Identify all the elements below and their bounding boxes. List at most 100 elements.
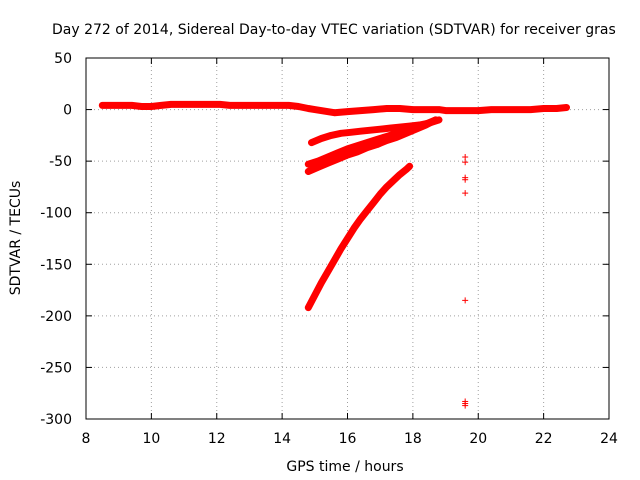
series-isolated-points	[462, 154, 469, 409]
data-point	[318, 279, 325, 286]
data-point	[553, 105, 560, 112]
x-tick-label: 16	[339, 431, 357, 447]
data-point	[236, 102, 243, 109]
data-point	[488, 106, 495, 113]
data-point	[396, 171, 403, 178]
x-tick-label: 8	[82, 431, 91, 447]
data-point	[540, 105, 547, 112]
data-point	[370, 106, 377, 113]
y-tick-label: -100	[40, 206, 72, 222]
grid	[86, 58, 609, 419]
data-point	[462, 176, 469, 183]
data-point	[315, 164, 322, 171]
data-point	[357, 128, 364, 135]
data-point	[337, 130, 344, 137]
data-point	[334, 149, 341, 156]
tick-labels: 8 10 12 14 16 18 20 22 24 -300 -250 -200 -150 -100 -50…	[40, 51, 618, 447]
data-point	[324, 268, 331, 275]
data-point	[158, 102, 165, 109]
data-point	[357, 215, 364, 222]
y-tick-label: -50	[49, 154, 72, 170]
data-point	[527, 106, 534, 113]
data-point	[305, 161, 312, 168]
data-point	[347, 129, 354, 136]
data-point	[344, 235, 351, 242]
data-point	[305, 105, 312, 112]
y-tick-label: 50	[54, 51, 72, 67]
data-point	[413, 126, 420, 133]
y-axis-label: SDTVAR / TECUs	[8, 181, 24, 296]
x-tick-label: 18	[404, 431, 422, 447]
data-point	[357, 107, 364, 114]
data-point	[403, 166, 410, 173]
data-point	[364, 144, 371, 151]
x-axis-label: GPS time / hours	[286, 459, 403, 475]
data-point	[475, 107, 482, 114]
data-point	[364, 207, 371, 214]
y-tick-label: -250	[40, 360, 72, 376]
data-point	[383, 137, 390, 144]
data-point	[377, 191, 384, 198]
data-point	[167, 101, 174, 108]
data-point	[118, 102, 125, 109]
series-arc-D	[304, 162, 414, 312]
data-point	[351, 225, 358, 232]
data-point	[311, 106, 318, 113]
data-point	[285, 102, 292, 109]
data-point	[295, 103, 302, 110]
data-point	[305, 168, 312, 175]
data-point	[373, 141, 380, 148]
data-point	[390, 177, 397, 184]
data-point	[331, 257, 338, 264]
data-point	[442, 107, 449, 114]
data-point	[109, 102, 116, 109]
data-point	[318, 135, 325, 142]
data-point	[462, 154, 469, 161]
y-tick-label: 0	[63, 103, 72, 119]
data-point	[315, 158, 322, 165]
axis-ticks	[85, 57, 610, 420]
data-point	[334, 156, 341, 163]
data-point	[217, 101, 224, 108]
data-point	[344, 145, 351, 152]
data-point	[226, 102, 233, 109]
x-tick-label: 22	[535, 431, 553, 447]
data-point	[370, 199, 377, 206]
data-point	[331, 109, 338, 116]
data-point	[422, 122, 429, 129]
data-point	[462, 402, 469, 409]
y-tick-label: -150	[40, 257, 72, 273]
data-point	[197, 101, 204, 108]
data-point	[305, 304, 312, 311]
data-point	[563, 104, 570, 111]
data-point	[308, 139, 315, 146]
data-point	[246, 102, 253, 109]
data-point	[386, 125, 393, 132]
data-point	[377, 126, 384, 133]
data-point	[344, 108, 351, 115]
data-point	[432, 116, 439, 123]
series-trace	[304, 116, 440, 175]
data-point	[501, 106, 508, 113]
data-point	[344, 151, 351, 158]
series-arc-C	[304, 116, 440, 175]
data-point	[383, 105, 390, 112]
data-point	[337, 245, 344, 252]
series-near-zero-band	[98, 100, 570, 117]
data-point	[409, 106, 416, 113]
data-point	[458, 107, 465, 114]
chart-title: Day 272 of 2014, Sidereal Day-to-day VTE…	[52, 22, 616, 38]
data-point	[406, 163, 413, 170]
data-point	[462, 159, 469, 166]
data-point	[207, 101, 214, 108]
x-tick-label: 12	[208, 431, 226, 447]
y-tick-label: -200	[40, 309, 72, 325]
data-point	[138, 103, 145, 110]
data-point	[462, 190, 469, 197]
x-tick-label: 20	[469, 431, 487, 447]
data-point	[128, 102, 135, 109]
data-point	[354, 142, 361, 149]
data-point	[256, 102, 263, 109]
